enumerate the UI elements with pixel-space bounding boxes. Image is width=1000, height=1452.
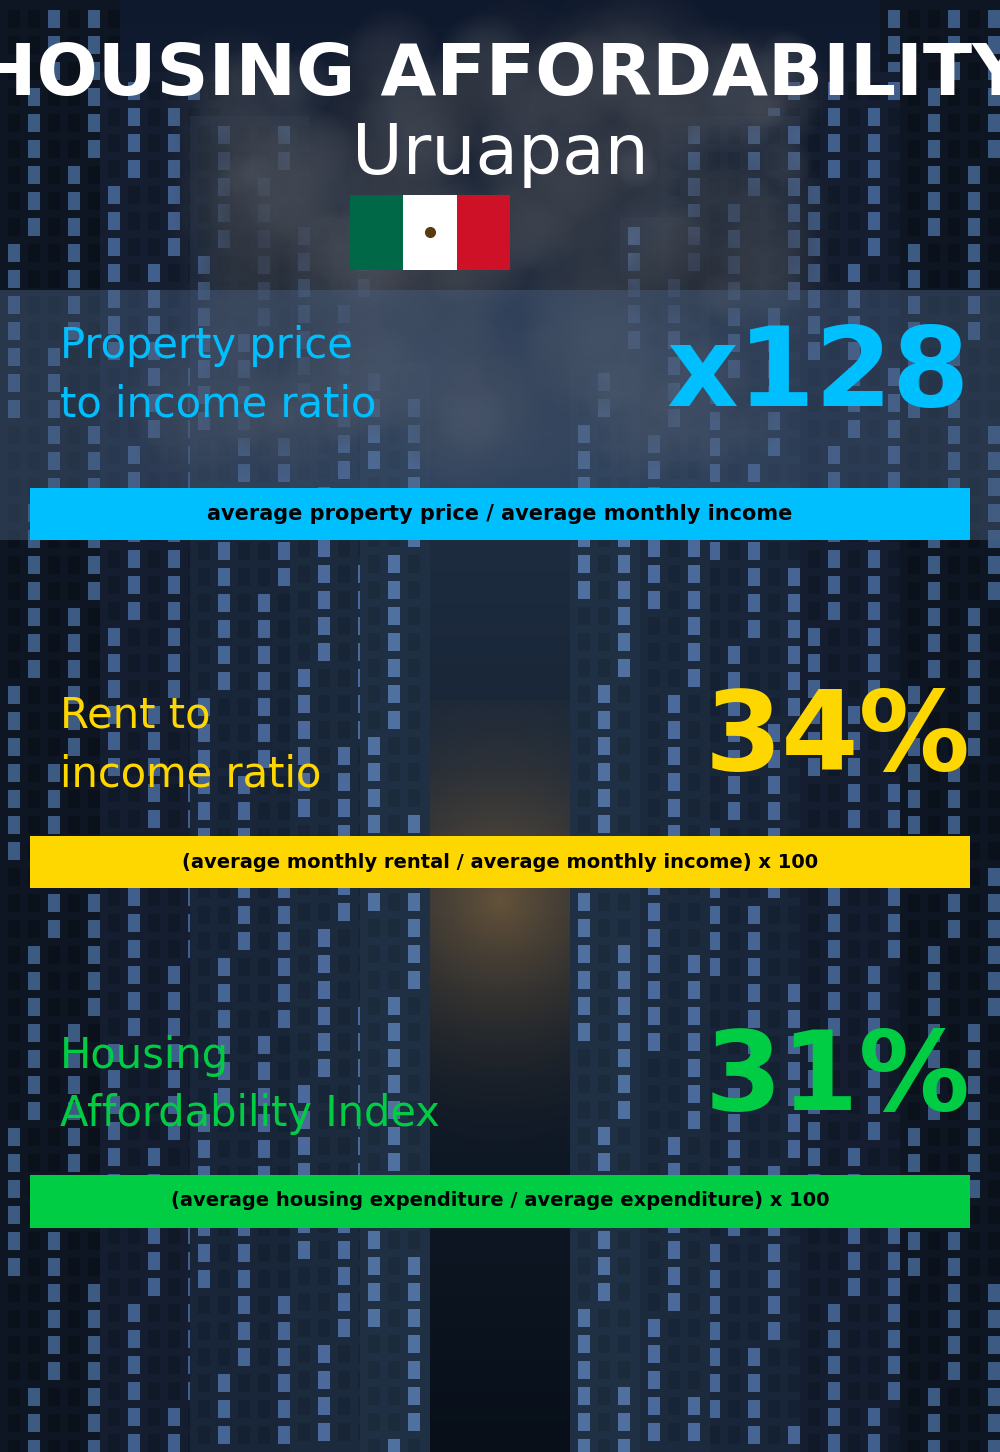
Text: 31%: 31% [704,1027,970,1134]
Bar [30,488,970,540]
Text: average property price / average monthly income: average property price / average monthly… [207,504,793,524]
Bar [403,195,457,270]
Text: (average housing expenditure / average expenditure) x 100: (average housing expenditure / average e… [171,1192,829,1211]
Text: Rent to
income ratio: Rent to income ratio [60,694,321,796]
Bar [457,195,510,270]
Bar [350,195,403,270]
Text: x128: x128 [667,321,970,428]
Text: Uruapan: Uruapan [352,122,648,189]
Text: (average monthly rental / average monthly income) x 100: (average monthly rental / average monthl… [182,852,818,871]
Text: HOUSING AFFORDABILITY: HOUSING AFFORDABILITY [0,41,1000,109]
Text: 34%: 34% [704,687,970,793]
Bar [30,836,970,889]
Text: Property price
to income ratio: Property price to income ratio [60,325,376,425]
Bar [0,290,1000,540]
Text: Housing
Affordability Index: Housing Affordability Index [60,1035,440,1135]
Bar [30,1175,970,1228]
